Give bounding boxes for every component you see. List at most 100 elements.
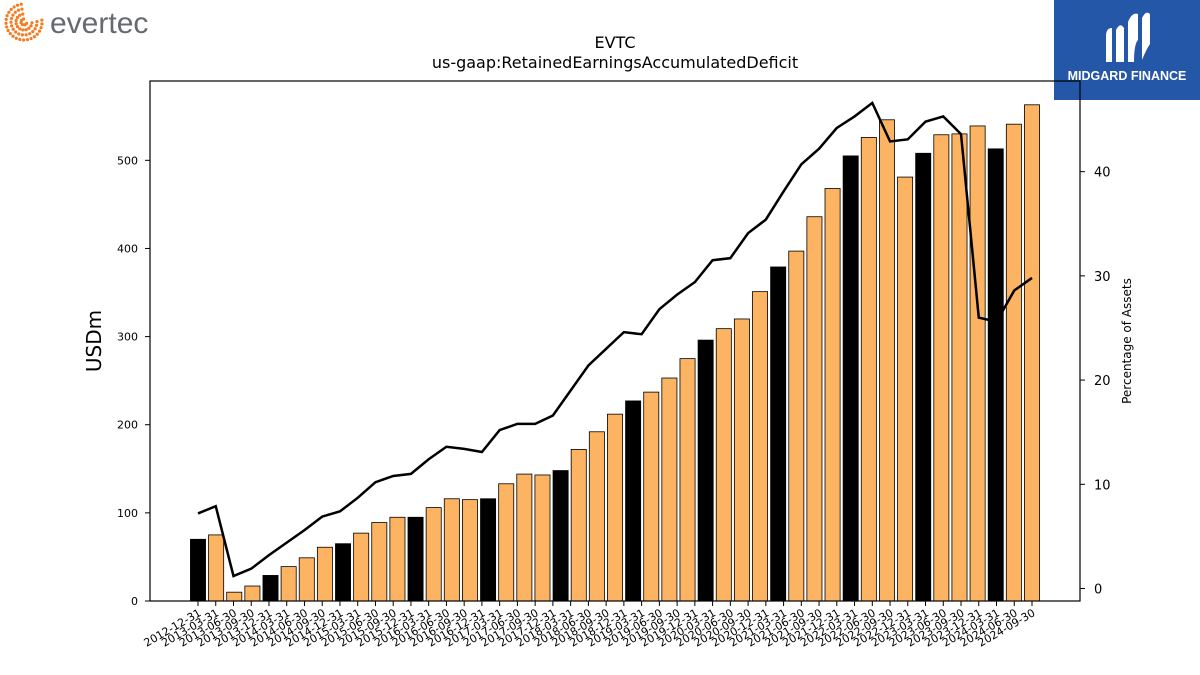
logo-dot — [32, 35, 36, 39]
logo-dot — [18, 27, 22, 31]
bar — [951, 133, 968, 602]
bar — [425, 507, 442, 602]
midgard-logo-graphic: MIDGARD FINANCE — [1068, 12, 1187, 83]
percentage-line — [197, 100, 1033, 578]
logo-dot — [15, 15, 20, 20]
bar — [643, 391, 660, 602]
bar — [498, 483, 515, 602]
logo-dot — [29, 24, 33, 28]
x-axis: 2012-12-312013-03-312013-06-302013-09-30… — [142, 601, 1038, 650]
logo-dot — [14, 36, 18, 40]
bar — [480, 498, 497, 602]
y2-tick-label: 20 — [1094, 374, 1111, 389]
bar — [697, 339, 714, 602]
bar — [679, 358, 696, 602]
y-tick-label: 300 — [117, 331, 138, 344]
y-tick-label: 400 — [117, 242, 138, 255]
bar — [208, 534, 225, 602]
logo-dot — [9, 20, 13, 24]
y-axis-left: 0 100 200 300 400 500 — [117, 154, 150, 608]
bar — [607, 413, 623, 602]
logo-dot — [5, 14, 9, 18]
bar — [661, 377, 678, 602]
logo-dot — [20, 22, 25, 27]
bar — [262, 575, 279, 602]
logo-dot — [16, 8, 21, 12]
y-axis-right: 0 10 20 30 40 — [1080, 166, 1111, 597]
logo-dot — [30, 21, 34, 25]
bar — [443, 498, 460, 602]
bar — [715, 328, 732, 602]
logo-dot — [21, 28, 25, 32]
bar — [752, 291, 768, 602]
evertec-wordmark: evertec — [50, 7, 148, 40]
logo-dot — [40, 22, 44, 26]
evertec-logo-graphic: evertec — [4, 2, 148, 42]
bar — [824, 188, 841, 602]
bar — [516, 473, 533, 602]
logo-dot — [12, 5, 16, 9]
bar — [462, 499, 478, 602]
bar — [226, 591, 243, 602]
bar — [280, 566, 297, 602]
logo-dot — [37, 29, 42, 33]
bar — [298, 557, 315, 602]
midgard-wordmark: MIDGARD FINANCE — [1068, 69, 1187, 83]
logo-dot — [17, 32, 21, 36]
line-series — [197, 100, 1033, 578]
bar — [897, 176, 914, 602]
plot-frame — [149, 80, 1081, 602]
logo-dot — [11, 13, 15, 17]
logo-dot — [11, 34, 15, 38]
bar — [770, 266, 787, 602]
logo-dot — [15, 3, 20, 7]
y-tick-label: 0 — [131, 595, 138, 608]
logo-dot — [19, 2, 23, 6]
chart-title: EVTC — [594, 33, 635, 52]
logo-dot — [24, 33, 28, 37]
bar — [407, 516, 424, 602]
bar — [389, 516, 406, 602]
logo-dot — [28, 32, 32, 36]
logo-dot — [15, 25, 20, 29]
bar — [806, 216, 823, 602]
logo-dot — [25, 21, 29, 26]
y2-axis-label: Percentage of Assets — [1120, 278, 1134, 404]
y2-tick-label: 0 — [1094, 582, 1102, 597]
bar — [371, 522, 388, 602]
logo-dot — [6, 28, 10, 33]
bar — [969, 125, 986, 602]
logo-dot — [18, 37, 22, 42]
bar — [190, 538, 206, 602]
logo-dot — [22, 38, 26, 42]
bar — [915, 152, 932, 602]
logo-dot — [4, 17, 8, 22]
logo-dot — [9, 24, 14, 28]
logo-dot — [39, 26, 43, 30]
bar — [1005, 123, 1022, 602]
logo-dot — [8, 32, 12, 36]
y2-tick-label: 10 — [1094, 478, 1111, 493]
y-axis-label: USDm — [82, 310, 106, 372]
logo-dot — [7, 10, 11, 14]
logo-dot — [21, 12, 25, 16]
bar — [534, 474, 551, 602]
logo-dot — [27, 26, 31, 30]
bar — [335, 543, 351, 602]
bar — [1024, 104, 1040, 602]
logo-dot — [40, 18, 44, 22]
logo-dot — [24, 28, 28, 32]
bar — [842, 155, 859, 602]
logo-dot — [9, 7, 13, 11]
logo-dot — [14, 30, 18, 34]
logo-dot — [9, 16, 14, 21]
logo-dot — [20, 33, 25, 37]
logo-dot — [25, 38, 30, 42]
midgard-emblem-icon — [1106, 12, 1150, 62]
bar — [879, 119, 895, 602]
y2-tick-label: 40 — [1094, 166, 1111, 181]
logo-dot — [13, 10, 17, 14]
logo-dot — [31, 30, 35, 34]
bar — [625, 400, 642, 602]
